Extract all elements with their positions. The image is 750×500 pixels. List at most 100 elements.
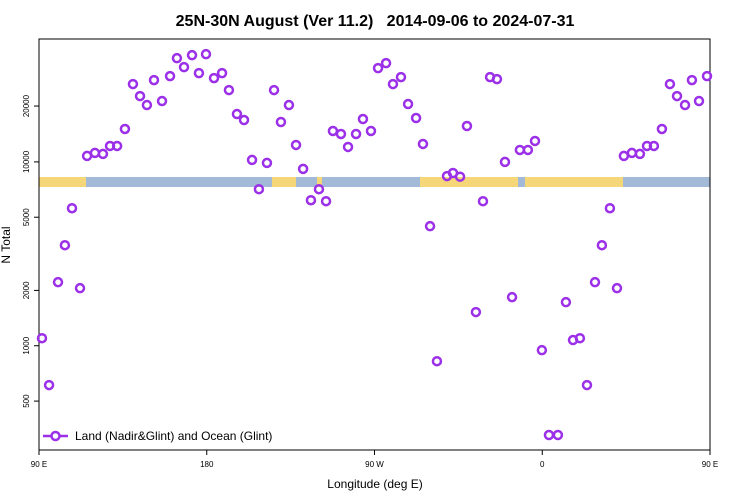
data-point [238,114,250,126]
data-point [59,239,71,251]
land [317,177,322,187]
data-point [686,74,698,86]
data-point [664,78,676,90]
data-point [200,48,212,60]
data-point [529,135,541,147]
data-point [417,138,429,150]
data-point [560,296,572,308]
x-tick-label: 90 E [702,460,718,469]
data-point [313,183,325,195]
y-tick-label: 2000 [22,281,31,299]
x-tick-label: 0 [540,460,545,469]
data-point [164,70,176,82]
data-point [268,84,280,96]
data-point [134,90,146,102]
data-point [611,282,623,294]
data-point [148,74,160,86]
legend-label: Land (Nadir&Glint) and Ocean (Glint) [75,429,272,443]
y-tick-label: 5000 [22,208,31,226]
data-point [335,128,347,140]
ocean [39,177,710,187]
data-point [231,108,243,120]
data-point [357,113,369,125]
data-point [223,84,235,96]
data-point [97,148,109,160]
data-point [342,141,354,153]
data-point [477,195,489,207]
land [525,177,623,187]
data-point [552,429,564,441]
y-tick-label: 20000 [22,94,31,117]
data-point [470,306,482,318]
data-point [431,355,443,367]
x-tick-label: 90 E [31,460,47,469]
data-point [283,99,295,111]
data-point [350,128,362,140]
data-point [156,95,168,107]
data-point [372,62,384,74]
data-point [297,163,309,175]
land [272,177,296,187]
data-point [701,70,713,82]
data-point [596,239,608,251]
legend-marker [50,430,61,442]
data-point [522,144,534,156]
data-point [380,57,392,69]
data-point [66,202,78,214]
data-point [589,276,601,288]
data-point [320,195,332,207]
data-point [178,61,190,73]
data-point [454,171,466,182]
data-point [634,148,646,160]
y-axis-label: N Total [0,226,13,263]
data-point [499,156,511,168]
data-point [36,332,48,344]
chart-title: 25N-30N August (Ver 11.2) 2014-09-06 to … [176,13,575,30]
data-point [52,276,64,288]
data-point [305,194,317,206]
land-ocean-strip [39,177,710,187]
data-point [387,78,399,90]
data-point [253,183,265,195]
data-point [536,344,548,356]
data-point [491,73,503,85]
land [420,177,518,187]
data-point [424,220,436,232]
land [39,177,86,187]
data-point [402,98,414,110]
data-point [671,90,683,102]
y-tick-label: 500 [22,394,31,408]
data-point [127,78,139,90]
data-point [216,67,228,79]
data-point [111,140,123,152]
data-point [43,379,55,391]
data-point [574,332,586,344]
data-point [246,154,258,166]
data-point [656,123,668,135]
data-point [290,139,302,151]
x-tick-label: 180 [200,460,214,469]
data-point [275,116,287,128]
data-point [171,52,183,64]
data-point [193,67,205,79]
data-point [141,99,153,111]
x-tick-label: 90 W [365,460,384,469]
data-point [679,99,691,111]
y-tick-label: 1000 [22,336,31,354]
data-point [119,123,131,135]
data-point [581,379,593,391]
data-point [261,157,273,169]
data-point [74,282,86,294]
y-tick-label: 10000 [22,150,31,173]
data-point [506,291,518,303]
data-point [208,72,220,84]
data-point [648,140,660,152]
data-point [410,112,422,124]
data-point [693,95,705,107]
data-point [365,125,377,137]
data-point [186,49,198,61]
data-point [604,202,616,214]
x-axis-label: Longitude (deg E) [327,477,422,491]
